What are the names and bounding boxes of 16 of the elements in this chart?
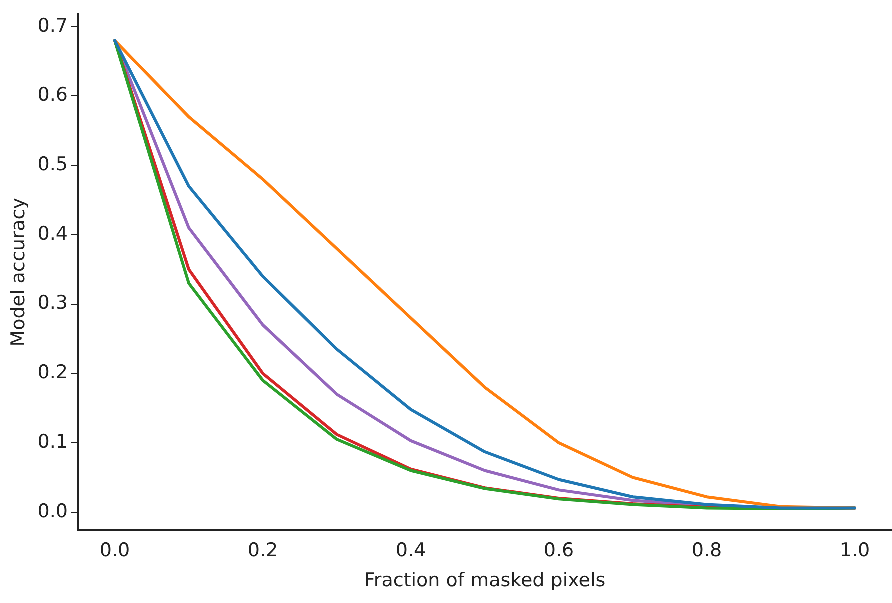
y-tick-label: 0.1: [38, 430, 68, 453]
y-tick-label: 0.4: [38, 222, 68, 245]
y-tick-label: 0.7: [38, 14, 68, 37]
y-tick-label: 0.2: [38, 362, 68, 384]
x-tick-label: 0.2: [248, 540, 278, 562]
x-tick-label: 1.0: [840, 540, 870, 562]
y-tick-label: 0.5: [38, 154, 68, 176]
x-tick-label: 0.4: [396, 540, 426, 562]
x-tick-label: 0.0: [100, 540, 130, 562]
x-tick-label: 0.6: [544, 540, 574, 562]
x-axis-title: Fraction of masked pixels: [364, 570, 606, 592]
x-tick-label: 0.8: [692, 540, 722, 562]
y-tick-label: 0.0: [38, 500, 68, 522]
y-tick-label: 0.3: [38, 292, 68, 314]
y-axis-title: Model accuracy: [7, 198, 30, 347]
y-tick-label: 0.6: [38, 84, 68, 106]
